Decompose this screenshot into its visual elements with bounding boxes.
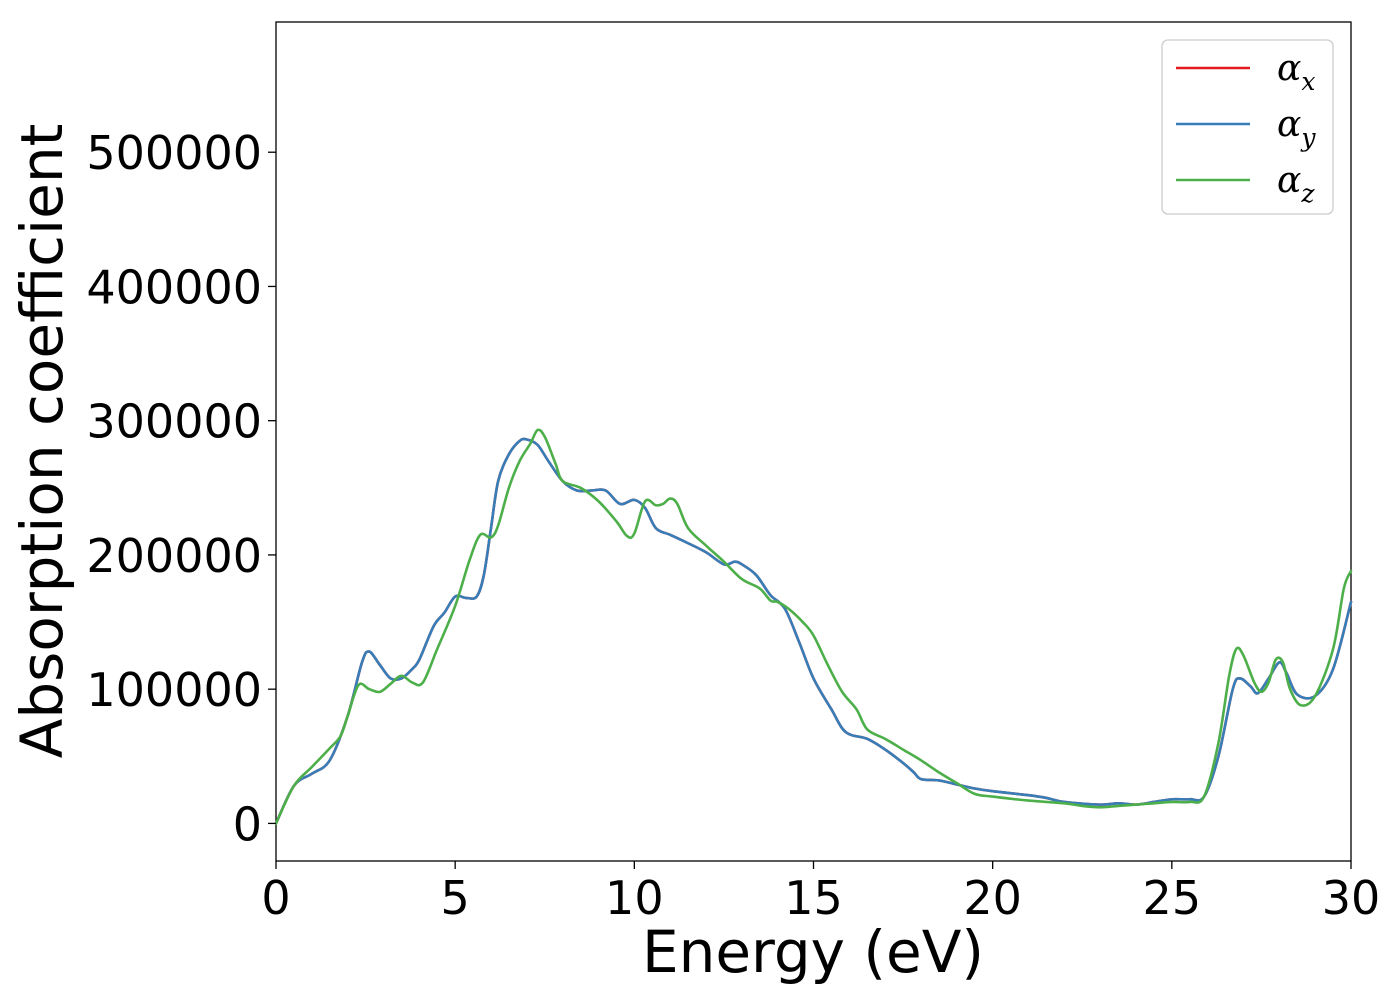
y-tick-label: 200000 xyxy=(86,529,262,583)
series-line-alpha-y xyxy=(274,437,1353,825)
x-tick-label: 15 xyxy=(784,871,843,925)
series-layer xyxy=(274,428,1353,825)
y-tick-label: 500000 xyxy=(86,126,262,180)
y-tick-label: 100000 xyxy=(86,663,262,717)
x-tick-label: 5 xyxy=(441,871,470,925)
x-tick-label: 10 xyxy=(605,871,664,925)
x-tick-label: 0 xyxy=(261,871,290,925)
y-axis-label: Absorption coefficient xyxy=(8,124,76,759)
legend-label-alpha-x: αx xyxy=(1277,48,1315,96)
x-axis-label: Energy (eV) xyxy=(642,918,984,986)
y-tick-label: 400000 xyxy=(86,260,262,314)
x-tick-label: 30 xyxy=(1322,871,1381,925)
legend-box xyxy=(1161,39,1334,215)
y-tick-label: 300000 xyxy=(86,395,262,449)
x-tick-label: 25 xyxy=(1143,871,1202,925)
x-axis-ticks: 0 5 10 15 20 25 30 xyxy=(261,861,1380,925)
legend: αx αy αz xyxy=(1161,39,1334,215)
y-tick-label: 0 xyxy=(233,797,262,851)
series-line-alpha-z xyxy=(274,428,1353,825)
legend-label-alpha-z: αz xyxy=(1277,160,1315,208)
x-tick-label: 20 xyxy=(963,871,1022,925)
y-axis-ticks: 0 100000 200000 300000 400000 500000 xyxy=(86,126,276,851)
legend-label-alpha-y: αy xyxy=(1277,104,1316,152)
